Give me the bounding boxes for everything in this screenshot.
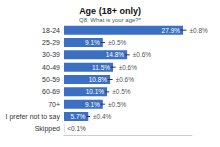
svg-text:30-39: 30-39 (42, 51, 60, 58)
svg-text:9.1%: 9.1% (85, 39, 100, 46)
svg-text:9.1%: 9.1% (85, 101, 100, 108)
svg-text:<0.1%: <0.1% (67, 125, 86, 132)
svg-text:50-59: 50-59 (42, 76, 60, 83)
svg-text:40-49: 40-49 (42, 64, 60, 71)
svg-text:±0.8%: ±0.8% (189, 27, 208, 34)
svg-text:18-24: 18-24 (42, 27, 60, 34)
svg-text:5.7%: 5.7% (70, 113, 85, 120)
svg-text:±0.5%: ±0.5% (108, 39, 127, 46)
svg-text:Q8: What is your age?*: Q8: What is your age?* (79, 17, 142, 23)
svg-text:I prefer not to say: I prefer not to say (6, 113, 61, 121)
svg-text:±0.6%: ±0.6% (133, 51, 152, 58)
svg-text:Age (18+ only): Age (18+ only) (79, 6, 141, 16)
svg-text:11.5%: 11.5% (92, 64, 110, 71)
svg-text:14.8%: 14.8% (106, 51, 125, 58)
svg-text:60-69: 60-69 (42, 88, 60, 95)
svg-text:±0.5%: ±0.5% (108, 101, 127, 108)
svg-text:±0.6%: ±0.6% (119, 64, 138, 71)
svg-text:±0.5%: ±0.5% (112, 88, 131, 95)
svg-text:25-29: 25-29 (42, 39, 60, 46)
svg-text:70+: 70+ (48, 101, 60, 108)
svg-text:27.9%: 27.9% (162, 27, 181, 34)
svg-text:10.1%: 10.1% (86, 88, 105, 95)
svg-text:10.8%: 10.8% (89, 76, 108, 83)
svg-text:Skipped: Skipped (35, 125, 60, 133)
svg-text:±0.4%: ±0.4% (93, 113, 112, 120)
svg-text:±0.6%: ±0.6% (116, 76, 135, 83)
